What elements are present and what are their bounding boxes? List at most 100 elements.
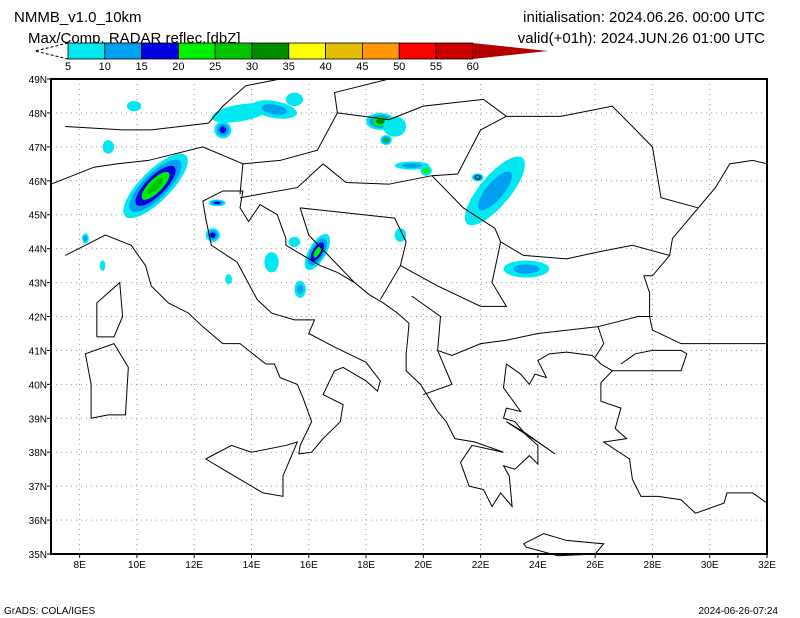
lat-label: 44N: [29, 245, 47, 256]
radar-echo: [477, 171, 512, 211]
coastline: [643, 159, 768, 345]
radar-echo: [376, 118, 385, 124]
lat-label: 43N: [29, 279, 47, 290]
latitude-labels: 35N 36N 37N 38N 39N 40N 41N 42N 43N 44N 45N 46N 47N 4…: [29, 75, 51, 561]
coastline: [205, 441, 299, 497]
radar-echo: [209, 232, 216, 238]
colorbar-label: 25: [209, 61, 221, 73]
colorbar-swatch: [214, 42, 253, 60]
colorbar-over-arrow: [472, 43, 548, 59]
lon-label: 10E: [128, 560, 146, 571]
colorbar-swatch: [67, 42, 106, 60]
plot-frame: [50, 78, 768, 555]
coastline: [523, 533, 605, 557]
lat-label: 40N: [29, 380, 47, 391]
lon-label: 22E: [472, 560, 490, 571]
coastline: [411, 295, 453, 396]
coastline: [506, 105, 699, 209]
radar-echo: [99, 260, 106, 271]
coastline: [400, 241, 508, 307]
colorbar-label: 40: [319, 61, 331, 73]
colorbar-swatch: [361, 42, 400, 60]
radar-echo: [213, 201, 221, 205]
colorbar-swatch: [177, 42, 216, 60]
lat-label: 46N: [29, 177, 47, 188]
radar-echo: [513, 264, 540, 274]
radar-echo: [261, 104, 288, 115]
lat-label: 38N: [29, 448, 47, 459]
lat-label: 47N: [29, 143, 47, 154]
lat-label: 45N: [29, 211, 47, 222]
radar-echo: [285, 92, 304, 107]
radar-echo: [476, 176, 480, 179]
radar-echo: [102, 140, 115, 154]
lat-label: 42N: [29, 313, 47, 324]
radar-echo: [394, 228, 407, 242]
colorbar-label: 45: [356, 61, 368, 73]
valid-time: valid(+01h): 2024.JUN.26 01:00 UTC: [518, 30, 765, 47]
lat-label: 39N: [29, 414, 47, 425]
coastline: [612, 349, 688, 372]
coastline: [96, 281, 124, 338]
radar-echo: [83, 235, 88, 242]
lon-label: 26E: [586, 560, 604, 571]
lon-label: 28E: [644, 560, 662, 571]
lat-label: 49N: [29, 75, 47, 86]
lat-label: 48N: [29, 109, 47, 120]
radar-echo: [383, 116, 407, 137]
radar-echo: [296, 284, 304, 295]
lon-label: 20E: [414, 560, 432, 571]
lon-label: 16E: [300, 560, 318, 571]
coastline: [242, 78, 390, 165]
radar-echo: [288, 236, 301, 247]
radar-echo: [422, 167, 430, 174]
coastlines-borders: [50, 78, 768, 557]
coastline: [506, 421, 556, 455]
colorbar-label: 50: [393, 61, 405, 73]
model-title: NMMB_v1.0_10km: [14, 9, 142, 26]
coastline: [597, 316, 653, 328]
radar-echo: [219, 126, 227, 134]
colorbar-label: 5: [65, 61, 71, 73]
colorbar-label: 10: [99, 61, 111, 73]
colorbar-swatch: [398, 42, 437, 60]
lon-label: 12E: [185, 560, 203, 571]
colorbar-swatch: [325, 42, 363, 60]
lon-label: 32E: [758, 560, 776, 571]
coastline: [239, 163, 324, 199]
coastline: [437, 326, 605, 358]
radar-echo: [402, 163, 422, 168]
lon-label: 18E: [357, 560, 375, 571]
colorbar-swatch: [104, 42, 143, 60]
radar-echo: [264, 252, 279, 273]
lat-label: 35N: [29, 550, 47, 561]
radar-echoes: [81, 92, 550, 298]
colorbar-label: 35: [283, 61, 295, 73]
colorbar-swatch: [288, 42, 326, 60]
longitude-labels: 8E 10E 12E 14E 16E 18E 20E 22E 24E 26E 28E 30E 32E: [74, 554, 776, 571]
radar-echo: [147, 177, 164, 194]
coastline: [84, 343, 129, 419]
radar-echo: [225, 274, 233, 285]
colorbar-label: 20: [172, 61, 184, 73]
initialisation-time: initialisation: 2024.06.26. 00:00 UTC: [523, 9, 765, 26]
coastline: [65, 78, 281, 131]
lat-label: 41N: [29, 346, 47, 357]
coastline: [337, 98, 507, 121]
colorbar-swatch: [251, 42, 290, 60]
software-credit: GrADS: COLA/IGES: [4, 606, 95, 617]
colorbar-swatch: [141, 42, 179, 60]
render-timestamp: 2024-06-26-07:24: [698, 606, 778, 617]
coastline: [65, 190, 768, 514]
colorbar-label: 15: [135, 61, 147, 73]
coastline: [431, 175, 670, 260]
colorbar-legend: 5 10 15 20 25 30 35 40 45 50 55 60: [34, 42, 548, 73]
graticule: [51, 79, 767, 554]
colorbar-label: 55: [430, 61, 442, 73]
lat-label: 36N: [29, 516, 47, 527]
colorbar-label: 60: [467, 61, 479, 73]
radar-echo: [383, 138, 389, 143]
radar-echo: [126, 101, 142, 112]
radar-echo: [313, 246, 322, 258]
lon-label: 30E: [701, 560, 719, 571]
